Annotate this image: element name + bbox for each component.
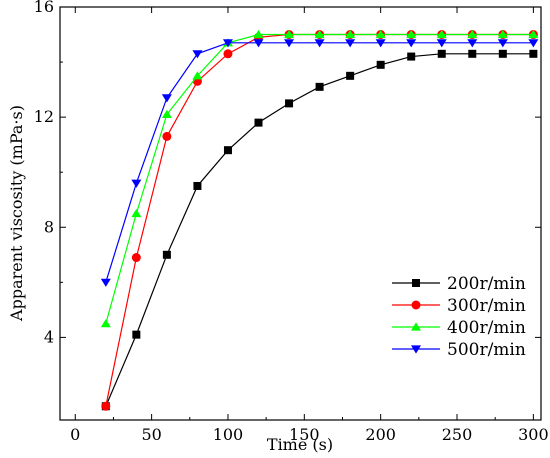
data-point xyxy=(528,39,539,48)
data-point xyxy=(528,29,539,39)
data-point xyxy=(375,39,386,48)
data-point xyxy=(222,39,233,48)
data-point xyxy=(192,50,203,59)
legend-item: 300r/min xyxy=(392,296,526,316)
data-point xyxy=(132,330,141,339)
data-point xyxy=(498,49,507,58)
data-point xyxy=(161,94,172,103)
data-point xyxy=(253,29,264,39)
data-point xyxy=(131,208,142,218)
legend-label: 500r/min xyxy=(447,340,526,360)
data-point xyxy=(131,253,141,263)
x-tick-label: 300 xyxy=(518,425,549,444)
x-tick-label: 100 xyxy=(213,425,244,444)
data-point xyxy=(406,39,417,48)
x-tick-label: 50 xyxy=(141,425,161,444)
legend-item: 400r/min xyxy=(392,318,526,338)
y-tick-label: 8 xyxy=(44,217,54,236)
data-point xyxy=(345,39,356,48)
data-point xyxy=(375,29,386,39)
legend-marker xyxy=(411,322,421,331)
data-point xyxy=(437,49,446,58)
data-point xyxy=(285,99,294,108)
y-tick-label: 12 xyxy=(34,107,54,126)
data-point xyxy=(376,60,385,69)
legend-item: 200r/min xyxy=(392,274,526,294)
x-tick-label: 250 xyxy=(442,425,473,444)
data-point xyxy=(101,401,111,411)
data-point xyxy=(192,71,203,80)
data-point xyxy=(529,49,538,58)
legend-label: 400r/min xyxy=(447,318,526,338)
series xyxy=(101,49,538,411)
series-layer xyxy=(100,29,539,411)
data-point xyxy=(253,39,264,48)
data-point xyxy=(223,146,232,155)
data-point xyxy=(407,52,416,61)
series-line xyxy=(105,42,534,283)
legend-marker xyxy=(412,279,420,287)
data-point xyxy=(284,39,295,48)
data-point xyxy=(436,29,447,39)
data-point xyxy=(161,109,172,118)
data-point xyxy=(284,29,295,39)
data-point xyxy=(467,29,478,39)
data-point xyxy=(131,179,142,188)
legend-item: 500r/min xyxy=(392,340,526,360)
data-point xyxy=(315,82,324,91)
x-tick-label: 200 xyxy=(365,425,396,444)
y-tick-label: 16 xyxy=(34,0,54,16)
data-point xyxy=(497,39,508,48)
y-tick-label: 4 xyxy=(44,327,54,346)
data-point xyxy=(162,250,171,259)
data-point xyxy=(346,71,355,80)
data-point xyxy=(100,278,111,287)
data-point xyxy=(314,39,325,48)
legend-label: 300r/min xyxy=(447,296,526,316)
data-point xyxy=(223,49,233,59)
data-point xyxy=(436,39,447,48)
data-point xyxy=(162,131,172,141)
data-point xyxy=(497,29,508,39)
series xyxy=(100,29,539,328)
data-point xyxy=(254,118,263,127)
legend-marker xyxy=(411,345,421,354)
data-point xyxy=(193,181,202,190)
plot-frame xyxy=(59,6,542,421)
x-tick-label: 0 xyxy=(70,425,80,444)
data-point xyxy=(100,319,111,328)
data-point xyxy=(406,29,417,39)
ticks: 0 50 100 150 200 250 300 4 8 12 16 xyxy=(34,0,549,444)
data-point xyxy=(468,49,477,58)
data-point xyxy=(314,29,325,39)
y-axis-title: Apparent viscosity (mPa·s) xyxy=(7,105,26,322)
x-tick-label: 150 xyxy=(289,425,320,444)
data-point xyxy=(467,39,478,48)
legend-marker xyxy=(411,300,421,310)
series xyxy=(100,39,539,287)
data-point xyxy=(345,29,356,39)
x-axis-title: Time (s) xyxy=(267,435,333,454)
legend-label: 200r/min xyxy=(447,274,526,294)
